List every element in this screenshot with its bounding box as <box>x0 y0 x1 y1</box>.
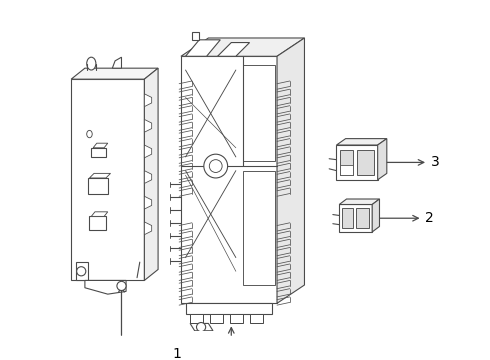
Polygon shape <box>340 150 353 175</box>
Text: 1: 1 <box>172 347 181 360</box>
Polygon shape <box>190 323 213 331</box>
Polygon shape <box>218 42 249 56</box>
Polygon shape <box>210 314 223 323</box>
Polygon shape <box>181 56 277 303</box>
Polygon shape <box>91 212 108 216</box>
Polygon shape <box>337 145 378 180</box>
Polygon shape <box>85 280 126 294</box>
Polygon shape <box>145 68 158 280</box>
Circle shape <box>204 154 228 178</box>
Polygon shape <box>145 120 152 132</box>
Polygon shape <box>277 38 304 303</box>
Text: 3: 3 <box>431 156 440 170</box>
Polygon shape <box>230 314 243 323</box>
Polygon shape <box>186 40 220 56</box>
Polygon shape <box>186 303 272 314</box>
Polygon shape <box>90 174 111 178</box>
Polygon shape <box>145 222 152 235</box>
Polygon shape <box>337 139 387 145</box>
Polygon shape <box>250 314 263 323</box>
Polygon shape <box>90 216 106 230</box>
Polygon shape <box>145 145 152 158</box>
Polygon shape <box>71 68 158 79</box>
Polygon shape <box>145 171 152 184</box>
Circle shape <box>117 282 126 291</box>
Polygon shape <box>91 148 106 157</box>
Polygon shape <box>145 94 152 107</box>
Polygon shape <box>192 32 199 40</box>
Polygon shape <box>88 178 108 194</box>
Polygon shape <box>190 314 203 323</box>
Polygon shape <box>378 139 387 180</box>
Polygon shape <box>340 165 353 175</box>
Text: 2: 2 <box>425 211 434 225</box>
Polygon shape <box>372 199 379 232</box>
Polygon shape <box>145 196 152 209</box>
Polygon shape <box>357 150 374 175</box>
Polygon shape <box>181 38 304 56</box>
Polygon shape <box>339 199 379 204</box>
Circle shape <box>209 160 222 172</box>
Ellipse shape <box>87 57 96 70</box>
Polygon shape <box>71 79 145 280</box>
Polygon shape <box>356 208 369 228</box>
Polygon shape <box>339 204 372 232</box>
Polygon shape <box>93 143 108 148</box>
Circle shape <box>196 323 206 332</box>
Polygon shape <box>76 262 88 280</box>
Polygon shape <box>112 57 122 68</box>
Circle shape <box>76 267 86 276</box>
Polygon shape <box>342 208 353 228</box>
